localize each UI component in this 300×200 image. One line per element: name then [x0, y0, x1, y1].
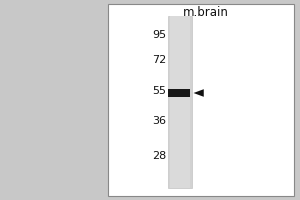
- Polygon shape: [194, 89, 204, 97]
- Bar: [168, 16, 192, 188]
- Text: 36: 36: [152, 116, 167, 126]
- Text: m.brain: m.brain: [183, 5, 228, 19]
- Bar: [108, 4, 294, 196]
- Bar: [170, 16, 190, 188]
- Text: 55: 55: [152, 86, 167, 96]
- Text: 72: 72: [152, 55, 167, 65]
- Text: 28: 28: [152, 151, 167, 161]
- Bar: [168, 89, 190, 97]
- Text: 95: 95: [152, 30, 167, 40]
